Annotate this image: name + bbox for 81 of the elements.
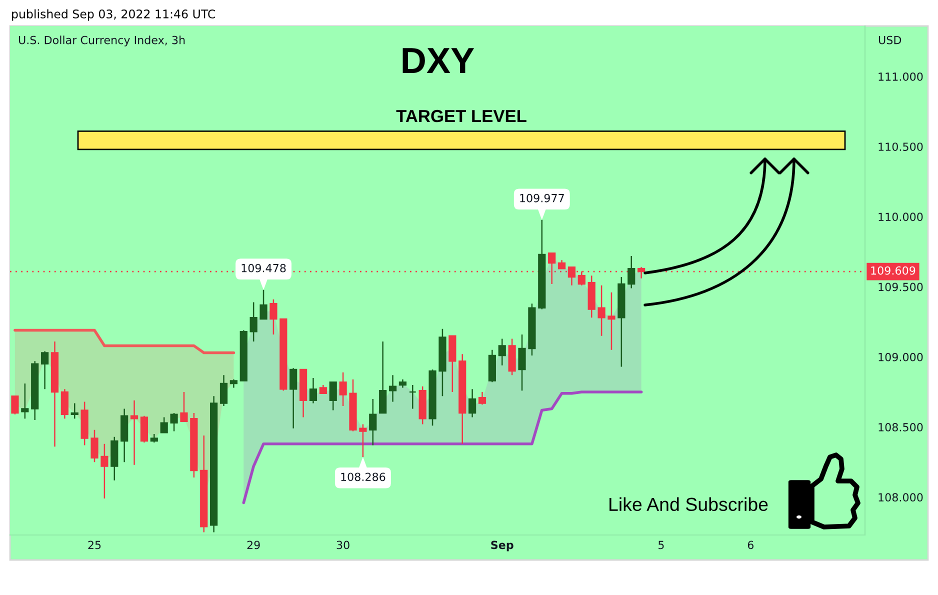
candlestick — [558, 260, 566, 270]
candlestick — [290, 368, 298, 430]
candlestick — [608, 292, 616, 351]
candlestick — [150, 433, 158, 444]
candlestick — [339, 372, 347, 407]
candlestick — [110, 436, 118, 481]
y-tick-label: 108.500 — [878, 423, 923, 432]
x-tick-label: 6 — [748, 540, 754, 550]
candlestick — [518, 334, 526, 392]
text: U.S. Dollar Currency Index, 3h — [18, 36, 185, 46]
candlestick — [478, 391, 486, 406]
candlestick — [628, 255, 636, 289]
candlestick — [280, 318, 288, 392]
candlestick — [488, 349, 496, 383]
annotation: 108.286 — [341, 472, 386, 482]
candlestick — [11, 396, 19, 416]
candlestick — [200, 434, 208, 533]
candlestick — [190, 412, 198, 478]
candlestick — [240, 330, 248, 382]
candlestick — [309, 377, 318, 404]
ref-line-label: 109.609 — [871, 266, 916, 275]
candlestick — [299, 368, 308, 418]
x-tick-label: 29 — [247, 540, 260, 550]
chart-title: DXY — [402, 48, 474, 74]
candlestick — [31, 360, 39, 421]
candlestick — [458, 353, 466, 444]
candlestick — [120, 408, 128, 463]
candlestick — [618, 276, 626, 368]
y-axis-title: USD — [878, 36, 902, 44]
candlestick — [170, 412, 178, 432]
annotation: Like And Subscribe — [610, 497, 768, 512]
candlestick — [528, 303, 536, 356]
candlestick — [160, 416, 168, 434]
candlestick — [60, 388, 68, 420]
y-tick-label: 111.000 — [878, 72, 923, 81]
x-tick-label: Sep — [491, 540, 514, 552]
candlestick — [498, 338, 506, 366]
x-tick-label: 25 — [88, 540, 101, 550]
candlestick — [40, 350, 49, 390]
candlestick — [140, 415, 148, 444]
candlestick — [220, 374, 228, 407]
candlestick — [349, 378, 357, 432]
candlestick — [379, 340, 387, 414]
candlestick — [418, 386, 426, 425]
y-tick-label: 109.000 — [878, 352, 923, 362]
candlestick — [270, 298, 278, 336]
candlestick — [598, 284, 606, 337]
annotation: 109.977 — [520, 194, 564, 202]
candlestick — [70, 402, 78, 420]
candlestick — [319, 384, 327, 394]
x-tick-label: 30 — [336, 540, 350, 550]
candlestick — [398, 378, 407, 388]
candlestick — [180, 391, 188, 422]
candlestick — [369, 398, 377, 446]
y-tick-label: 109.500 — [878, 282, 923, 292]
candlestick — [638, 266, 646, 280]
candlestick — [50, 340, 59, 448]
candlestick — [130, 400, 138, 466]
candlestick — [80, 401, 88, 446]
band-label: TARGET LEVEL — [396, 110, 526, 122]
candlestick — [250, 302, 258, 342]
annotation: 109.478 — [242, 264, 286, 272]
candlestick — [508, 338, 516, 376]
candlestick — [588, 274, 596, 318]
text: published Sep 03, 2022 11:46 UTC — [12, 9, 216, 21]
y-tick-label: 110.500 — [878, 142, 923, 151]
candlestick — [388, 374, 397, 402]
candlestick — [329, 382, 337, 411]
candlestick — [448, 335, 456, 393]
y-tick-label: 108.000 — [878, 493, 923, 502]
y-tick-label: 110.000 — [878, 212, 923, 222]
candlestick — [100, 443, 108, 500]
candlestick — [428, 368, 436, 426]
x-tick-label: 5 — [658, 540, 664, 550]
candlestick — [210, 396, 218, 533]
candlestick — [438, 328, 446, 397]
candlestick — [90, 429, 98, 463]
candlestick — [408, 384, 416, 410]
candlestick — [230, 378, 238, 388]
candlestick — [21, 382, 29, 420]
candlestick — [468, 388, 476, 418]
